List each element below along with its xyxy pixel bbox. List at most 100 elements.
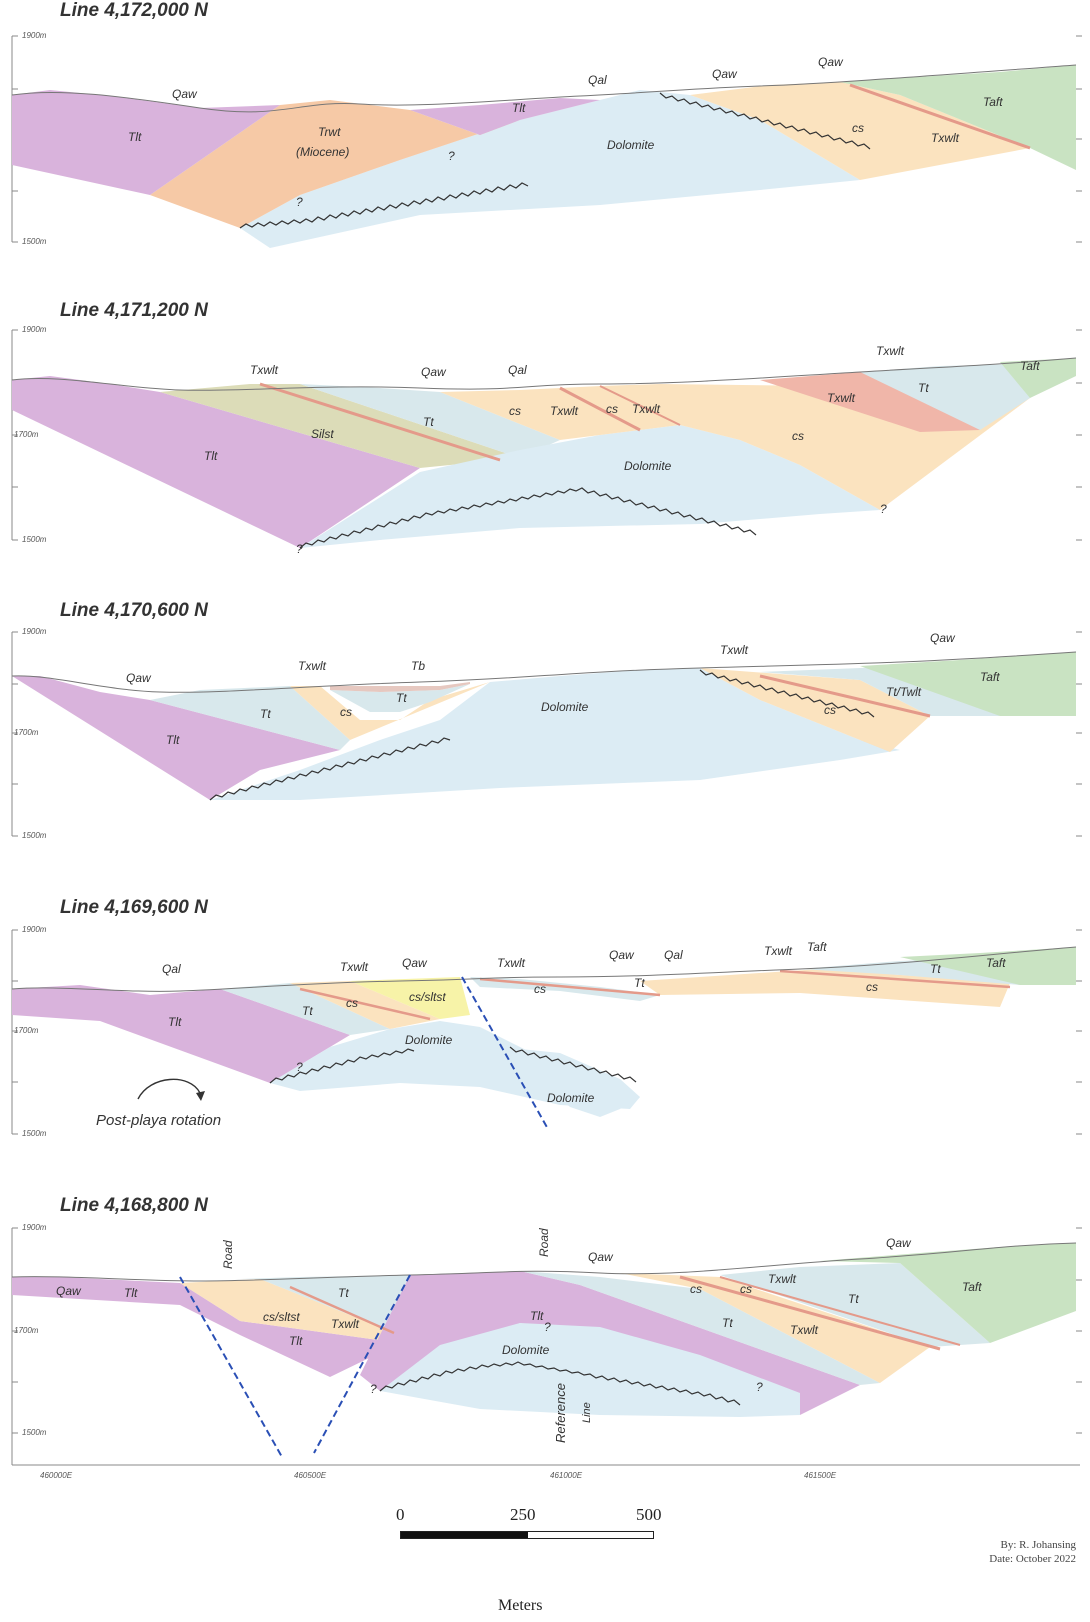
credit-author: By: R. Johansing [1000, 1539, 1076, 1551]
label-txwlt-2: Txwlt [720, 643, 749, 657]
label-taft-2: Taft [986, 956, 1006, 970]
label-txwlt: Txwlt [340, 960, 369, 974]
label-txwlt-2: Txwlt [497, 956, 526, 970]
unit-taft [1000, 358, 1076, 398]
label-cs: cs [866, 980, 878, 994]
unit-dolomite [240, 90, 860, 248]
label-cs-3: cs [534, 982, 546, 996]
unit-txwlt-band [759, 674, 931, 718]
label-qaw-2: Qaw [712, 67, 738, 81]
unit-txwlt-band [849, 83, 1031, 150]
label-cs-2: cs [346, 996, 358, 1010]
scale-tick-0: 0 [396, 1505, 405, 1524]
unit-tt-east-2 [720, 1263, 990, 1347]
elev-mid-label: 1700m [14, 430, 39, 439]
elev-bottom-label: 1500m [22, 1428, 47, 1437]
label-txwlt-2: Txwlt [768, 1272, 797, 1286]
label-qaw: Qaw [402, 956, 428, 970]
rotation-arrow [137, 1078, 201, 1100]
label-cs-2: cs [824, 703, 836, 717]
unit-tb [330, 682, 470, 692]
label-cs: cs [340, 705, 352, 719]
fault-line [461, 976, 549, 1130]
label-cs: cs [852, 121, 864, 135]
label-reference: Reference [553, 1383, 568, 1443]
cross-section-5: Line 4,168,800 N 1900m 1700m 1500m Road [0, 1195, 1090, 1485]
label-query-2: ? [544, 1320, 551, 1334]
label-tt: Tt [930, 962, 941, 976]
unit-cs [690, 82, 1030, 180]
label-qaw: Qaw [172, 87, 198, 101]
unit-taft [840, 65, 1076, 170]
label-trwt: Trwt [318, 125, 341, 139]
label-cs-2: cs [740, 1282, 752, 1296]
label-tt: Tt [338, 1286, 349, 1300]
cross-section-3-diagram: 1900m 1700m 1500m Qaw Txwlt Tb Tt Tt cs … [11, 627, 1082, 840]
label-dolomite: Dolomite [624, 459, 672, 473]
label-qaw: Qaw [421, 365, 447, 379]
cross-section-1-diagram: 1900m 1700m 1500m Qaw Tlt Trwt (Miocene)… [11, 31, 1082, 248]
unit-txwlt-band-2 [719, 1276, 961, 1346]
label-tlt: Tlt [128, 130, 142, 144]
ground-surface [11, 357, 1077, 391]
easting-label-3: 461000E [550, 1471, 583, 1480]
scale-tick-500: 500 [636, 1505, 662, 1524]
fault-line-east [313, 1274, 411, 1454]
label-cs-sltst: cs/sltst [409, 990, 446, 1004]
label-tt: Tt [260, 707, 271, 721]
scale-bar-filled [401, 1532, 528, 1538]
label-taft: Taft [962, 1280, 982, 1294]
ground-surface [11, 64, 1077, 113]
cross-section-3: Line 4,170,600 N 1900m 1700m 1500m Qaw T… [0, 600, 1090, 890]
label-tlt: Tlt [168, 1015, 182, 1029]
unit-tt [220, 983, 390, 1035]
elev-top-label: 1900m [22, 627, 47, 636]
unconformity-west [209, 737, 451, 801]
rotation-arrowhead [196, 1091, 205, 1101]
cross-section-2: Line 4,171,200 N 1900m 1700m 1500m Txwlt… [0, 300, 1090, 595]
label-query-2: ? [296, 195, 303, 209]
unit-txwlt-band-3 [779, 969, 1011, 989]
label-tb: Tb [411, 659, 425, 673]
unit-cs-sltst [180, 1279, 400, 1343]
label-query-3: ? [756, 1380, 763, 1394]
unconformity-east [509, 1046, 637, 1083]
label-qal: Qal [162, 962, 181, 976]
unconformity-west [239, 182, 529, 229]
label-qaw: Qaw [56, 1284, 82, 1298]
label-txwlt: Txwlt [298, 659, 327, 673]
unit-tlt [12, 985, 350, 1083]
label-taft: Taft [980, 670, 1000, 684]
unit-tt [150, 686, 350, 750]
elev-mid-label: 1700m [14, 728, 39, 737]
label-txwlt-3: Txwlt [790, 1323, 819, 1337]
unit-dolomite-east [500, 1047, 640, 1117]
unit-tt [300, 384, 560, 458]
label-cs: cs [509, 404, 521, 418]
label-query-2: ? [880, 502, 887, 516]
label-tlt-2: Tlt [512, 101, 526, 115]
unit-cs-sltst [350, 977, 470, 1019]
label-cs-3: cs [792, 429, 804, 443]
unit-cs [290, 682, 490, 740]
label-txwlt-3: Txwlt [550, 404, 579, 418]
elev-top-label: 1900m [22, 925, 47, 934]
cross-section-4-diagram: 1900m 1700m 1500m Qal Txwlt Qaw Txwlt Qa… [11, 925, 1082, 1138]
elev-top-label: 1900m [22, 1223, 47, 1232]
scale-unit-label: Meters [498, 1597, 543, 1614]
ground-surface [11, 946, 1077, 992]
label-tt-2: Tt [302, 1004, 313, 1018]
unit-silst [160, 384, 520, 468]
unconformity-east [699, 669, 875, 718]
label-silst: Silst [311, 427, 334, 441]
section-title: Line 4,171,200 N [60, 300, 208, 321]
unit-txwlt-band-2 [299, 987, 431, 1021]
unit-taft [820, 1243, 1076, 1343]
section-title: Line 4,170,600 N [60, 600, 208, 621]
section-title: Line 4,168,800 N [60, 1195, 208, 1216]
elev-mid-label: 1700m [14, 1326, 39, 1335]
elev-bottom-label: 1500m [22, 237, 47, 246]
label-dolomite: Dolomite [541, 700, 589, 714]
label-cs-2: cs [606, 402, 618, 416]
scale-tick-250: 250 [510, 1505, 536, 1524]
